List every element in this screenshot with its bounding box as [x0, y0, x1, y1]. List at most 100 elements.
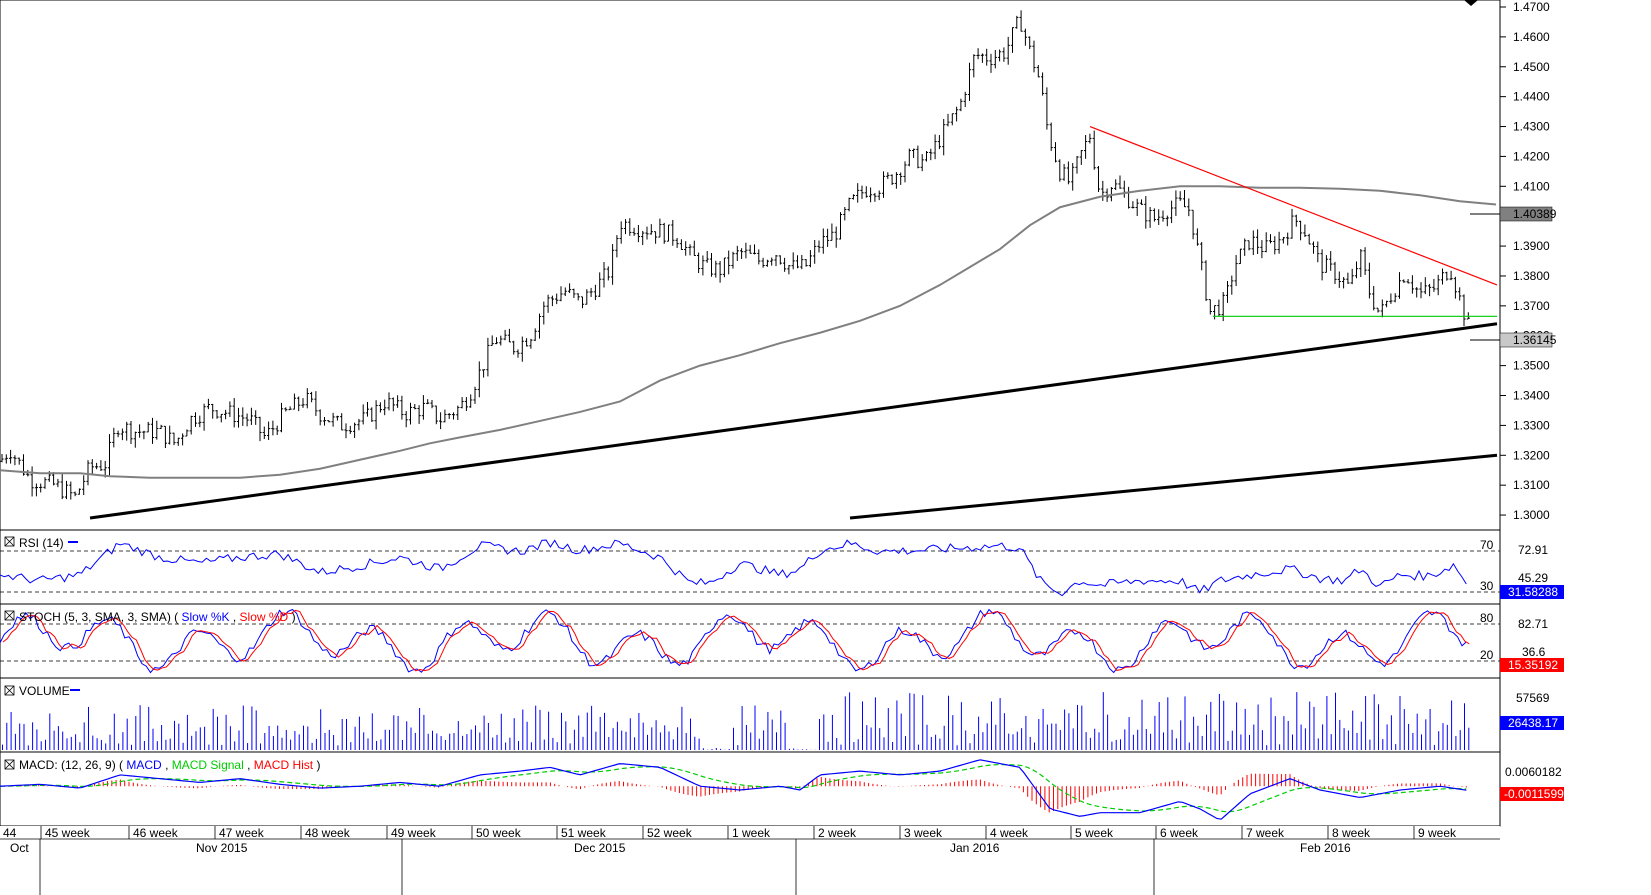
ohlc-bar — [232, 398, 236, 428]
stoch-scale-mid: 36.6 — [1522, 645, 1546, 659]
volume-bar — [14, 733, 16, 750]
volume-bar — [1408, 723, 1410, 750]
ohlc-bar — [1195, 228, 1199, 246]
volume-bar — [96, 738, 98, 750]
ohlc-bar — [998, 49, 1002, 62]
ohlc-bar — [1273, 236, 1277, 255]
volume-bar — [1292, 734, 1293, 750]
volume-bar — [328, 729, 330, 750]
volume-bar — [410, 727, 412, 750]
volume-bar — [647, 734, 648, 750]
ohlc-bar — [1170, 200, 1174, 224]
ohlc-bar — [1062, 164, 1066, 181]
volume-bar — [1046, 724, 1048, 750]
volume-bar — [217, 716, 218, 750]
volume-bar — [836, 738, 838, 750]
ohlc-bar — [1329, 251, 1333, 271]
ohlc-bar — [90, 459, 94, 475]
ohlc-bar — [258, 416, 262, 442]
volume-bar — [285, 729, 287, 750]
volume-bar — [1412, 732, 1414, 750]
volume-bar — [1145, 729, 1147, 750]
rsi-close-icon[interactable] — [4, 536, 15, 547]
volume-bar — [1270, 697, 1272, 750]
volume-bar — [1309, 701, 1311, 750]
ohlc-bar — [116, 430, 120, 438]
volume-bar — [57, 726, 59, 750]
volume-bar — [573, 729, 575, 750]
ohlc-bar — [1041, 72, 1045, 96]
ohlc-bar — [731, 251, 735, 269]
volume-bar — [358, 716, 360, 750]
volume-bar — [831, 714, 833, 750]
ohlc-bar — [107, 434, 112, 476]
ohlc-bar — [13, 455, 17, 466]
macd-signal-line — [0, 764, 1467, 813]
ohlc-bar — [675, 238, 679, 248]
ohlc-bar — [679, 239, 683, 250]
ohlc-bar — [989, 53, 993, 73]
ohlc-bar — [198, 415, 202, 428]
volume-bar — [1059, 730, 1061, 750]
volume-bar — [556, 742, 558, 750]
volume-bar — [204, 726, 206, 750]
ohlc-bar — [322, 416, 327, 426]
volume-bar — [251, 706, 253, 750]
dropdown-triangle-icon[interactable] — [1464, 0, 1478, 6]
volume-bar — [685, 733, 687, 750]
ohlc-bar — [765, 259, 769, 267]
volume-bar — [599, 716, 601, 750]
volume-bar — [182, 742, 184, 750]
ohlc-bar — [486, 337, 490, 377]
stoch-close-icon[interactable] — [4, 610, 15, 621]
ohlc-bar — [9, 449, 13, 464]
ohlc-bar — [636, 224, 640, 243]
volume-bar — [449, 733, 451, 750]
volume-bar — [100, 739, 102, 750]
volume-bar — [1261, 730, 1263, 750]
volume-close-icon[interactable] — [4, 685, 15, 696]
ohlc-bar — [697, 252, 701, 274]
ohlc-bar — [301, 398, 305, 408]
volume-bar — [1249, 734, 1250, 750]
ohlc-bar — [1006, 36, 1010, 65]
volume-bar — [225, 714, 227, 750]
ohlc-bar — [408, 402, 413, 425]
volume-bar — [337, 745, 339, 750]
volume-bar — [75, 734, 77, 750]
macd-open-paren: ( — [119, 758, 123, 772]
ohlc-bar — [1406, 278, 1410, 284]
macd-close-icon[interactable] — [4, 759, 15, 770]
volume-bar — [427, 733, 429, 750]
ohlc-bar — [1294, 214, 1298, 227]
volume-bar — [79, 742, 81, 750]
volume-bar — [1446, 724, 1448, 750]
ohlc-bar — [1397, 272, 1402, 299]
volume-bar — [1296, 692, 1298, 750]
week-label: 45 week — [45, 826, 91, 840]
volume-bar — [1214, 731, 1216, 750]
ohlc-bar — [963, 91, 967, 108]
ohlc-bar — [555, 293, 559, 305]
volume-bar — [806, 749, 808, 750]
volume-bar — [969, 743, 971, 750]
price-tick-label: 1.3000 — [1513, 508, 1550, 522]
volume-bar — [1206, 714, 1207, 750]
ohlc-bar — [314, 391, 318, 416]
rsi-scale-mid: 45.29 — [1518, 571, 1548, 585]
volume-bar — [513, 718, 515, 750]
price-tick-label: 1.3900 — [1513, 239, 1550, 253]
volume-bar — [943, 725, 945, 750]
macd-hist-legend: MACD Hist — [254, 758, 314, 772]
ohlc-bar — [1350, 268, 1354, 285]
stoch-level-20: 20 — [1480, 648, 1494, 662]
ohlc-bar — [1019, 10, 1023, 32]
ohlc-bar — [993, 50, 997, 69]
volume-bar — [578, 715, 580, 750]
ohlc-bar — [1075, 155, 1079, 174]
ohlc-bar — [1268, 234, 1273, 244]
stoch-d-legend: Slow %D — [240, 610, 289, 624]
ohlc-bar — [838, 212, 843, 240]
ohlc-bar — [1079, 150, 1083, 165]
ohlc-bar — [920, 154, 924, 172]
